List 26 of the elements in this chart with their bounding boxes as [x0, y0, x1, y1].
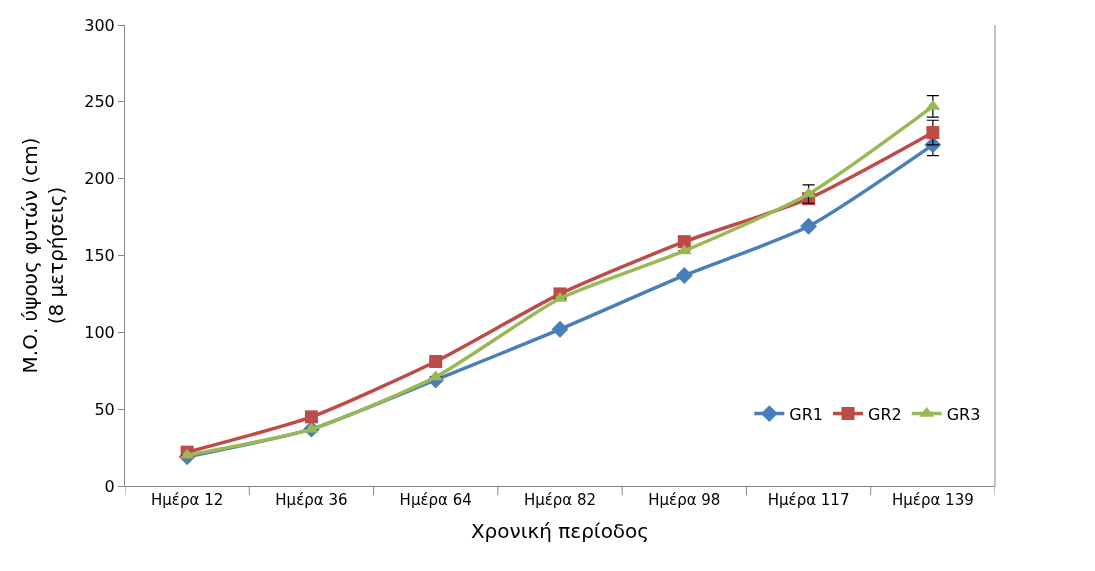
y-tick-label: 200: [84, 169, 115, 189]
point: [926, 126, 940, 140]
y-tick-label: 0: [104, 476, 115, 496]
legend-label: GR2: [868, 404, 902, 424]
x-tick-label: Ημέρα 139: [891, 491, 974, 509]
y-tick-label: 150: [84, 246, 115, 266]
x-tick-label: Ημέρα 64: [399, 491, 472, 509]
legend-label: GR3: [946, 404, 981, 424]
point: [429, 355, 443, 369]
x-tick-label: Ημέρα 82: [523, 491, 597, 509]
x-tick-label: Ημέρα 98: [648, 491, 721, 509]
x-tick-label: Ημέρα 12: [151, 491, 224, 509]
y-tick-label: 50: [94, 399, 115, 419]
x-tick-label: Ημέρα 117: [767, 491, 850, 509]
x-axis-title: Χρονική περίοδος: [470, 518, 650, 543]
y-tick-label: 300: [84, 15, 115, 35]
x-tick-label: Ημέρα 36: [275, 491, 348, 509]
point: [304, 410, 318, 424]
y-axis-title: Μ.Ο. ύψους φυτών (cm) (8 μετρήσεις): [17, 137, 68, 374]
y-tick-label: 100: [84, 322, 115, 342]
point: [800, 217, 818, 235]
y-tick-label: 250: [84, 92, 115, 112]
legend-label: GR1: [789, 404, 823, 424]
point: [675, 267, 693, 284]
point: [677, 235, 691, 249]
point: [551, 320, 569, 338]
